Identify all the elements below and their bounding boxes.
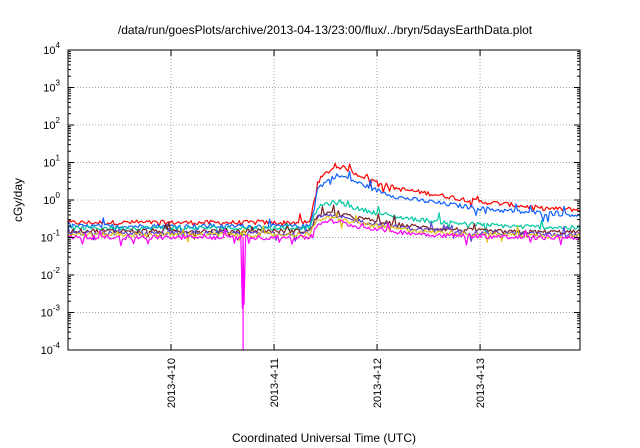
y-tick-label: 104 bbox=[43, 41, 60, 57]
y-tick-label: 100 bbox=[43, 191, 60, 207]
x-axis-ticks: 2013-4-10 2013-4-11 2013-4-12 2013-4-13 bbox=[166, 50, 487, 408]
series-line-7 bbox=[67, 218, 581, 351]
series-line-3 bbox=[67, 199, 581, 238]
y-tick-label: 102 bbox=[43, 116, 60, 132]
y-tick-label: 10-4 bbox=[41, 341, 61, 357]
chart-title: /data/run/goesPlots/archive/2013-04-13/2… bbox=[118, 23, 533, 37]
series-line-5 bbox=[67, 213, 581, 242]
x-tick-label: 2013-4-10 bbox=[166, 358, 178, 408]
grid-lines bbox=[68, 49, 580, 351]
y-axis-ticks: 104 103 102 101 100 10-1 10-2 10-3 10-4 bbox=[41, 41, 580, 357]
x-tick-label: 2013-4-12 bbox=[372, 358, 384, 408]
x-tick-label: 2013-4-11 bbox=[269, 358, 281, 407]
x-tick-label: 2013-4-13 bbox=[475, 358, 487, 408]
y-tick-label: 10-1 bbox=[41, 229, 61, 245]
y-tick-label: 103 bbox=[43, 79, 60, 95]
y-tick-label: 101 bbox=[43, 154, 60, 170]
y-tick-label: 10-3 bbox=[41, 304, 61, 320]
series-layer bbox=[67, 162, 581, 351]
series-line-4 bbox=[67, 204, 581, 240]
y-tick-label: 10-2 bbox=[41, 266, 61, 282]
series-line-1 bbox=[67, 162, 581, 227]
x-axis-label: Coordinated Universal Time (UTC) bbox=[232, 431, 416, 445]
series-line-2 bbox=[67, 170, 581, 236]
y-axis-label: cGy/day bbox=[11, 178, 25, 222]
